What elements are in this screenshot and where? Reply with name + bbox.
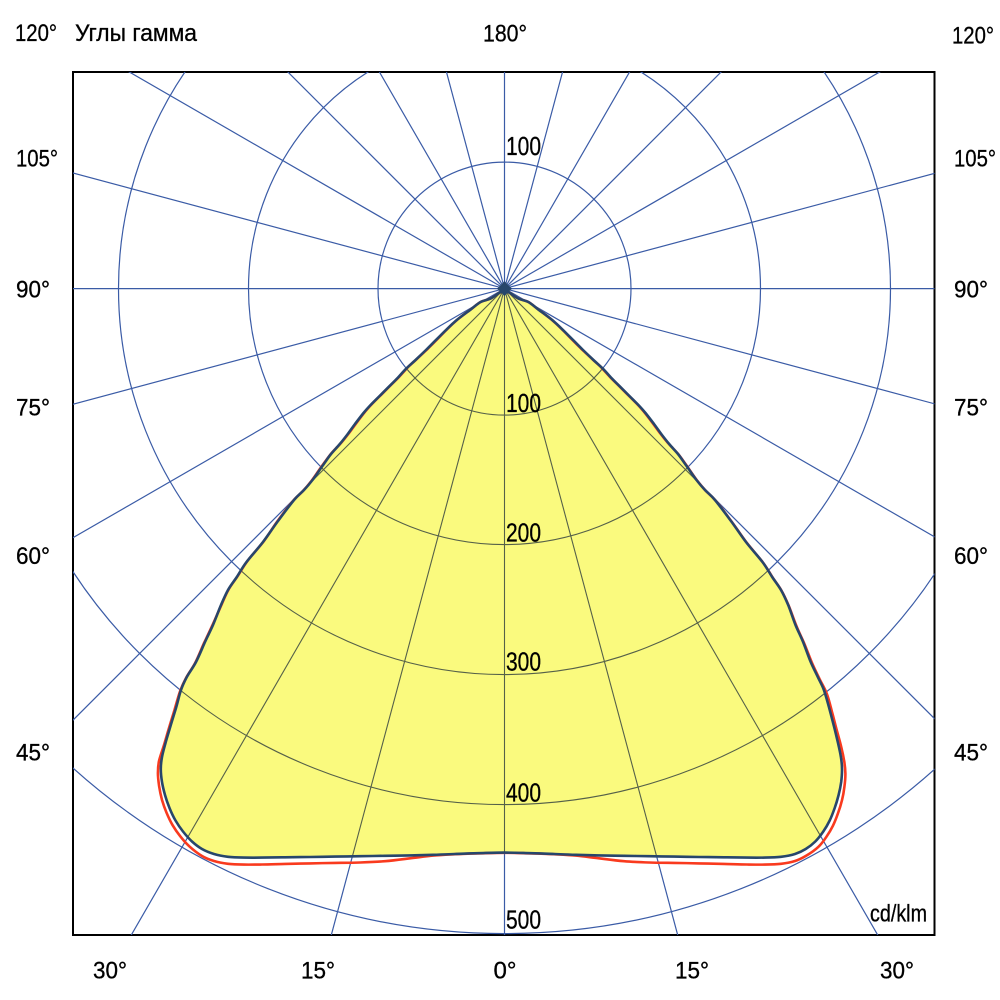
svg-text:90°: 90° xyxy=(954,277,988,304)
svg-text:30°: 30° xyxy=(93,958,127,985)
svg-text:120°: 120° xyxy=(952,23,994,50)
svg-text:105°: 105° xyxy=(16,146,58,173)
svg-text:60°: 60° xyxy=(16,543,50,570)
svg-text:300: 300 xyxy=(506,649,541,677)
svg-text:200: 200 xyxy=(506,520,541,548)
svg-text:400: 400 xyxy=(506,780,541,808)
svg-text:75°: 75° xyxy=(16,395,50,422)
svg-text:105°: 105° xyxy=(954,146,996,173)
svg-text:30°: 30° xyxy=(880,958,914,985)
svg-text:100: 100 xyxy=(506,133,541,161)
svg-text:75°: 75° xyxy=(954,395,988,422)
svg-text:15°: 15° xyxy=(301,958,335,985)
svg-text:100: 100 xyxy=(506,390,541,418)
svg-text:120°: 120° xyxy=(15,20,57,47)
svg-text:180°: 180° xyxy=(483,21,527,48)
svg-text:60°: 60° xyxy=(954,543,988,570)
svg-text:0°: 0° xyxy=(494,958,517,985)
svg-text:15°: 15° xyxy=(675,958,709,985)
svg-text:Углы гамма: Углы гамма xyxy=(75,20,198,47)
svg-text:cd/klm: cd/klm xyxy=(870,901,927,928)
svg-text:500: 500 xyxy=(506,907,541,935)
svg-text:45°: 45° xyxy=(954,740,988,767)
svg-text:45°: 45° xyxy=(16,740,50,767)
svg-text:90°: 90° xyxy=(16,277,50,304)
